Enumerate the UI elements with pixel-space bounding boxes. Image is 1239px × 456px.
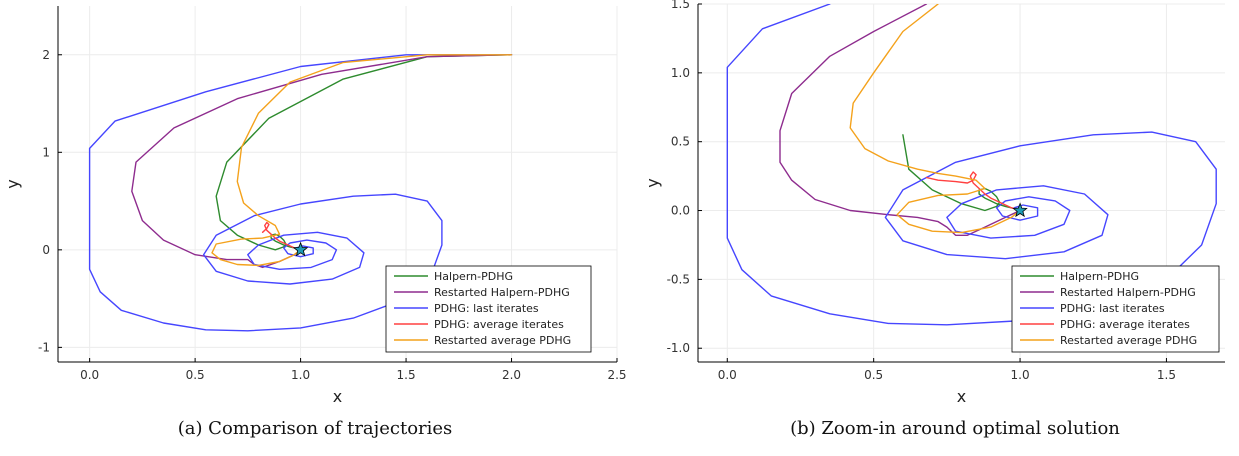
x-tick-label: 1.0 <box>291 368 310 382</box>
optimum-star-marker <box>1012 202 1028 218</box>
y-tick-label: 1.0 <box>671 66 690 80</box>
y-tick-label: 1.5 <box>671 0 690 11</box>
series-line-restarted-halpern-pdhg <box>131 54 513 269</box>
legend-label: Halpern-PDHG <box>1060 270 1139 283</box>
y-tick-label: 0.5 <box>671 135 690 149</box>
legend-label: PDHG: last iterates <box>434 302 539 315</box>
legend-label: Restarted average PDHG <box>1060 334 1197 347</box>
legend-box <box>1011 265 1220 353</box>
y-tick-label: -0.5 <box>667 272 690 286</box>
legend-label: PDHG: last iterates <box>1060 302 1165 315</box>
caption-left: (a) Comparison of trajectories <box>177 418 453 439</box>
series-line-restarted-average-pdhg <box>211 54 513 267</box>
y-tick-label: -1.0 <box>667 341 690 355</box>
series-line-pdhg-last-iterates <box>726 4 1217 326</box>
legend-label: PDHG: average iterates <box>1060 318 1190 331</box>
x-axis-label: x <box>957 387 966 406</box>
series-line-restarted-halpern-pdhg <box>779 4 1021 237</box>
x-tick-label: 2.5 <box>607 368 626 382</box>
legend-label: Restarted average PDHG <box>434 334 571 347</box>
legend: Halpern-PDHG Restarted Halpern-PDHG PDHG: … <box>1011 265 1220 353</box>
series-group <box>88 54 513 332</box>
y-axis-label: y <box>643 178 662 187</box>
series-line-pdhg-last-iterates <box>88 54 513 332</box>
y-tick-label: -1 <box>38 340 50 354</box>
series-line-halpern-pdhg <box>215 54 513 251</box>
x-tick-label: 0.0 <box>80 368 99 382</box>
x-tick-label: 1.5 <box>397 368 416 382</box>
legend-box <box>385 265 592 353</box>
x-tick-label: 0.5 <box>864 368 883 382</box>
series-group <box>726 4 1217 326</box>
legend-label: Restarted Halpern-PDHG <box>1060 286 1196 299</box>
x-tick-label: 1.0 <box>1011 368 1030 382</box>
legend-label: Restarted Halpern-PDHG <box>434 286 570 299</box>
y-tick-label: 0.0 <box>671 204 690 218</box>
legend-label: PDHG: average iterates <box>434 318 564 331</box>
x-tick-label: 0.0 <box>718 368 737 382</box>
series-line-restarted-average-pdhg <box>849 4 1021 234</box>
series-line-pdhg-average-iterates <box>925 171 1021 212</box>
y-tick-label: 0 <box>42 243 50 257</box>
optimum-star-marker <box>292 241 309 257</box>
x-tick-label: 0.5 <box>186 368 205 382</box>
panel-left-trajectories: 0.0 0.5 1.0 1.5 2.0 2.5 -1 0 1 2 x y Halpern-PDHG Res… <box>3 6 627 406</box>
legend-label: Halpern-PDHG <box>434 270 513 283</box>
panel-right-zoom: 0.0 0.5 1.0 1.5 -1.0 -0.5 0.0 0.5 1.0 1.5 x y Halper… <box>643 0 1225 406</box>
x-tick-label: 2.0 <box>502 368 521 382</box>
y-tick-label: 2 <box>42 48 50 62</box>
x-axis-label: x <box>333 387 342 406</box>
y-tick-label: 1 <box>42 145 50 159</box>
legend: Halpern-PDHG Restarted Halpern-PDHG PDHG: … <box>385 265 592 353</box>
y-axis-label: y <box>3 179 22 188</box>
x-tick-label: 1.5 <box>1157 368 1176 382</box>
caption-right: (b) Zoom-in around optimal solution <box>790 418 1120 439</box>
